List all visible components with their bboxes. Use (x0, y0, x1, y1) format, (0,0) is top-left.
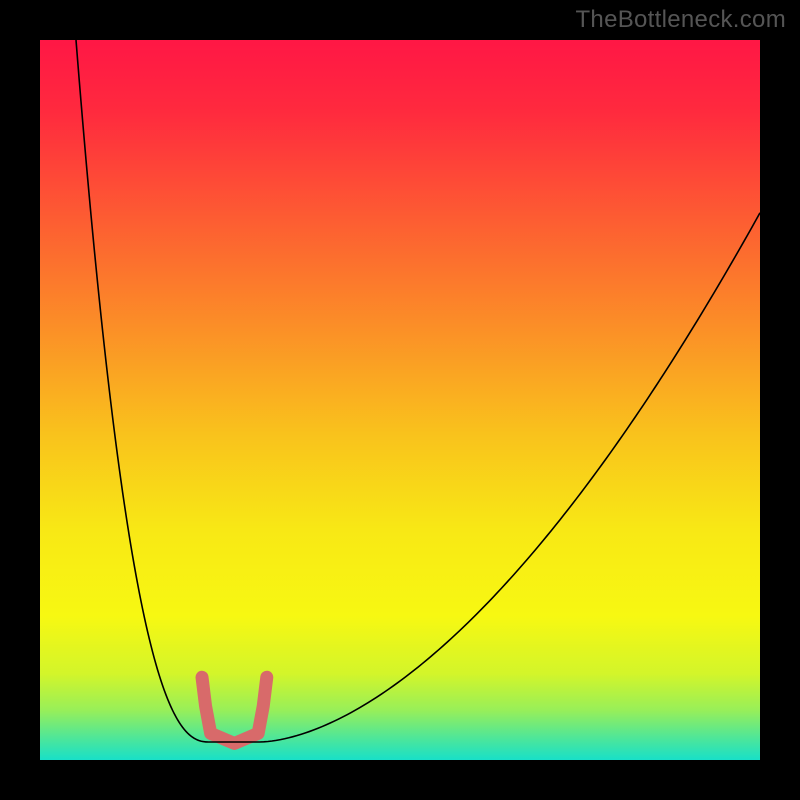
bottleneck-chart-svg (0, 0, 800, 800)
chart-stage: TheBottleneck.com (0, 0, 800, 800)
plot-background-gradient (40, 40, 760, 760)
